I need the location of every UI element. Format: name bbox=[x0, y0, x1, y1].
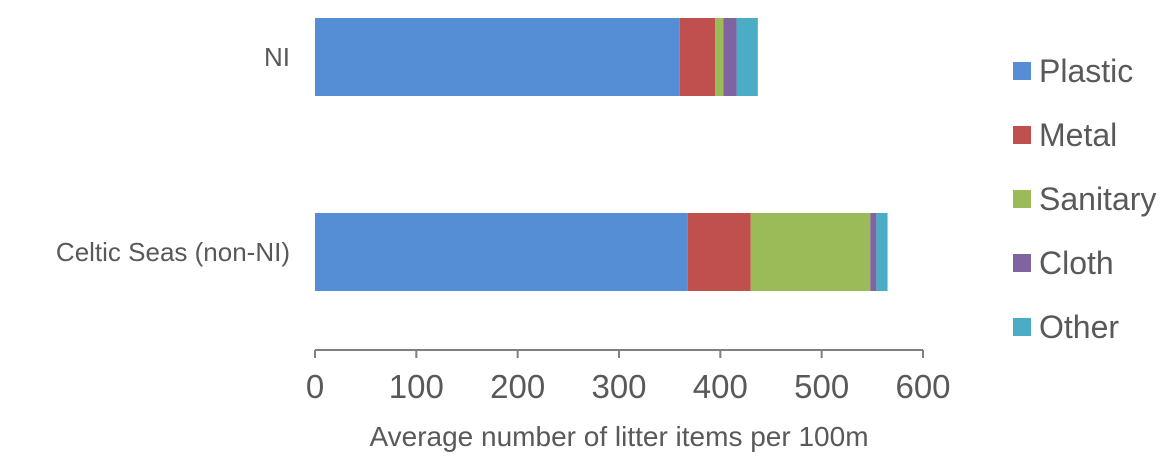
x-tick-label: 500 bbox=[794, 368, 849, 405]
x-tick-label: 100 bbox=[389, 368, 444, 405]
x-tick-label: 200 bbox=[490, 368, 545, 405]
legend-label: Metal bbox=[1039, 117, 1117, 153]
bar-cloth-0 bbox=[723, 18, 737, 96]
legend-item: Other bbox=[1013, 309, 1119, 345]
bar-sanitary-1 bbox=[750, 213, 871, 291]
x-tick-label: 0 bbox=[306, 368, 324, 405]
category-label: Celtic Seas (non-NI) bbox=[56, 237, 290, 267]
bar-other-1 bbox=[876, 213, 888, 291]
legend-label: Cloth bbox=[1039, 245, 1114, 281]
bar-metal-0 bbox=[679, 18, 716, 96]
x-tick-label: 300 bbox=[591, 368, 646, 405]
legend-label: Sanitary bbox=[1039, 181, 1156, 217]
legend-label: Plastic bbox=[1039, 53, 1133, 89]
bar-other-0 bbox=[736, 18, 758, 96]
x-tick-label: 600 bbox=[895, 368, 950, 405]
legend-swatch bbox=[1013, 62, 1031, 80]
bar-plastic-1 bbox=[315, 213, 688, 291]
x-tick-label: 400 bbox=[693, 368, 748, 405]
legend-item: Metal bbox=[1013, 117, 1117, 153]
legend-swatch bbox=[1013, 318, 1031, 336]
legend-item: Sanitary bbox=[1013, 181, 1156, 217]
legend: Plastic Metal Sanitary Cloth Other bbox=[1013, 53, 1156, 345]
legend-label: Other bbox=[1039, 309, 1119, 345]
legend-swatch bbox=[1013, 126, 1031, 144]
bars-layer bbox=[315, 18, 888, 291]
category-label: NI bbox=[264, 42, 290, 72]
category-labels: NI Celtic Seas (non-NI) bbox=[56, 42, 290, 267]
legend-swatch bbox=[1013, 254, 1031, 272]
x-axis-title: Average number of litter items per 100m bbox=[369, 421, 868, 452]
x-axis: 0 100 200 300 400 500 600 bbox=[306, 349, 951, 405]
legend-item: Plastic bbox=[1013, 53, 1133, 89]
bar-metal-1 bbox=[687, 213, 751, 291]
bar-sanitary-0 bbox=[715, 18, 724, 96]
bar-cloth-1 bbox=[870, 213, 877, 291]
bar-plastic-0 bbox=[315, 18, 680, 96]
legend-swatch bbox=[1013, 190, 1031, 208]
legend-item: Cloth bbox=[1013, 245, 1114, 281]
